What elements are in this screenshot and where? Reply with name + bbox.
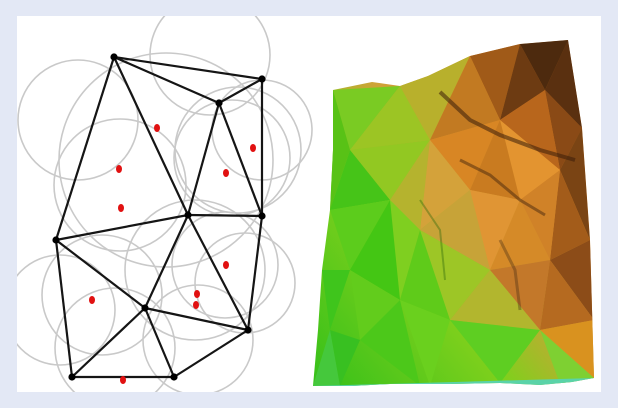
circumcircle (17, 254, 116, 366)
vertex-point (68, 373, 76, 381)
figure-canvas (17, 16, 601, 392)
triangle-edge (173, 329, 249, 378)
figure-svg (17, 16, 594, 392)
triangle-edge (113, 55, 220, 105)
circumcircle (41, 234, 163, 356)
triangle-edge (113, 55, 263, 81)
triangle-edge (246, 215, 264, 331)
triangle-edge (187, 214, 249, 331)
triangulation-edges (54, 55, 264, 379)
triangle-edge (55, 239, 146, 309)
triangle-edge (143, 307, 176, 378)
vertex-point (184, 211, 192, 219)
triangle-edge (113, 56, 189, 216)
circumcenter-point (116, 165, 122, 173)
circumcenters (89, 124, 256, 384)
triangle-edge (218, 78, 263, 104)
circumcircles (17, 16, 313, 392)
circumcenter-point (120, 376, 126, 384)
circumcircle (54, 287, 176, 392)
vertex-point (215, 99, 223, 107)
triangle-edge (71, 307, 146, 378)
circumcenter-point (250, 144, 256, 152)
triangle-edge (144, 214, 189, 309)
circumcircle (171, 211, 279, 319)
triangle-edge (54, 239, 74, 378)
triangle-edge (187, 213, 263, 218)
vertex-point (110, 53, 118, 61)
circumcircle (53, 118, 187, 252)
vertex-point (258, 212, 266, 220)
delaunay-triangulation-panel (17, 16, 313, 392)
circumcenter-point (223, 169, 229, 177)
triangle-edge (54, 56, 116, 241)
terrain-relief (313, 40, 594, 386)
circumcenter-point (194, 290, 200, 298)
vertex-point (141, 304, 149, 312)
circumcircle (149, 16, 271, 116)
circumcircle (124, 199, 266, 341)
circumcenter-point (223, 261, 229, 269)
triangle-edge (55, 213, 189, 242)
vertex-point (244, 326, 252, 334)
terrain-surface-panel (313, 40, 594, 386)
triangle-edge (217, 102, 264, 217)
triangle-edge (186, 102, 221, 216)
vertex-point (258, 75, 266, 83)
circumcenter-point (193, 301, 199, 309)
vertex-point (170, 373, 178, 381)
circumcenter-point (89, 296, 95, 304)
circumcircle (142, 284, 254, 392)
triangulation-vertices (52, 53, 266, 381)
circumcircle (17, 59, 139, 181)
circumcenter-point (154, 124, 160, 132)
vertex-point (52, 236, 60, 244)
circumcenter-point (118, 204, 124, 212)
triangle-edge (144, 306, 249, 332)
